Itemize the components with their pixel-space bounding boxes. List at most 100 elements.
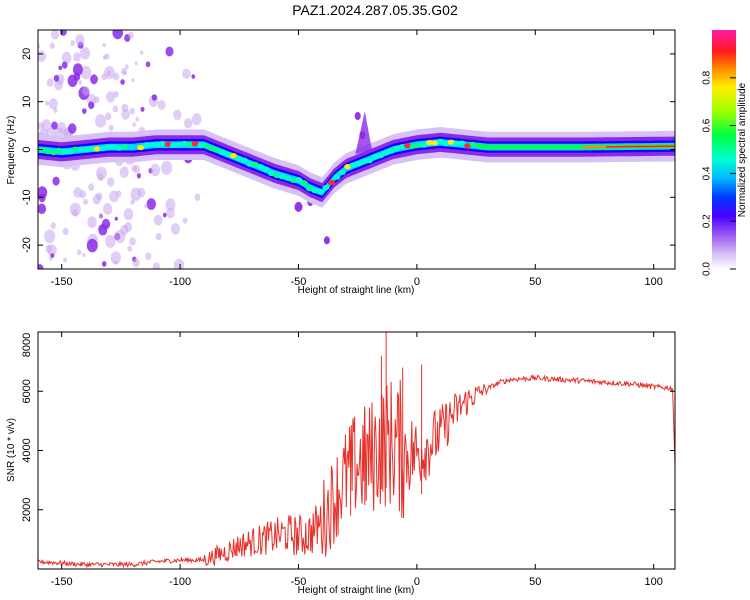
- spectrogram-core-blob: [251, 161, 259, 167]
- spectrogram-core-blob: [39, 147, 47, 153]
- spectrogram-x-tick-label: -100: [169, 276, 191, 288]
- spectrogram-core-blob: [202, 143, 210, 149]
- spectrogram-core-blob: [317, 188, 324, 195]
- spectrogram-core-blob: [442, 141, 450, 147]
- spectrogram-y-tick-label: 10: [21, 96, 33, 108]
- spectrogram-noise-blob: [82, 86, 90, 96]
- spectrogram-core-blob: [404, 143, 412, 149]
- spectrogram-noise-blob: [52, 176, 60, 186]
- colorbar-tick-label: 0.8: [702, 70, 713, 84]
- spectrogram-noise-blob: [58, 65, 63, 71]
- spectrogram-noise-blob: [131, 164, 137, 172]
- spectrogram-noise-blob: [109, 190, 119, 203]
- spectrogram-core-blob: [284, 175, 292, 181]
- spectrogram-core-blob: [186, 141, 194, 147]
- spectrogram-noise-blob: [182, 68, 191, 80]
- spectrogram-noise-blob: [103, 203, 113, 215]
- spectrogram-core-blob: [235, 155, 243, 161]
- snr-x-axis-label: Height of straight line (km): [298, 585, 415, 596]
- spectrogram-noise-blob: [162, 212, 167, 218]
- spectrogram-noise-blob: [123, 208, 134, 221]
- spectrogram-noise-blob: [76, 249, 82, 256]
- figure-title: PAZ1.2024.287.05.35.G02: [292, 2, 458, 18]
- spectrogram-noise-blob: [95, 114, 107, 128]
- spectrogram-core-blob: [93, 146, 101, 152]
- spectrogram-noise-blob: [88, 101, 95, 110]
- spectrogram-noise-blob: [38, 193, 46, 203]
- spectrogram-noise-blob: [114, 216, 118, 221]
- spectrogram-noise-blob: [38, 264, 44, 269]
- spectrogram-noise-blob: [60, 30, 67, 36]
- spectrogram-noise-blob: [173, 109, 182, 121]
- spectrogram-core-blob: [409, 143, 417, 149]
- colorbar-bar: [712, 30, 736, 269]
- spectrogram-noise-blob: [70, 40, 76, 47]
- spectrogram-core-blob: [376, 153, 384, 159]
- spectrogram-core-blob: [425, 140, 433, 146]
- spectrogram-noise-blob: [165, 198, 176, 211]
- spectrogram-core-blob: [387, 148, 395, 154]
- snr-y-tick-label: 4000: [21, 438, 33, 462]
- spectrogram-noise-blob: [131, 78, 135, 83]
- snr-line: [38, 374, 673, 569]
- colorbar-tick-label: 0.6: [702, 118, 713, 132]
- snr-y-tick-label: 8000: [21, 333, 33, 357]
- snr-x-tick-label: 0: [414, 576, 420, 588]
- spectrogram-core-blob: [115, 145, 123, 151]
- spectrogram-core-blob: [349, 162, 357, 168]
- spectrogram-noise-blob: [80, 46, 91, 60]
- spectrogram-core: [39, 138, 477, 195]
- spectrogram-noise-blob: [101, 218, 111, 230]
- spectrogram-core-blob: [170, 142, 177, 148]
- spectrogram-noise-blob: [63, 257, 68, 263]
- spectrogram-band-red: [606, 145, 675, 148]
- spectrogram-noise-blob: [68, 123, 77, 134]
- spectrogram-noise-blob: [72, 209, 79, 217]
- spectrogram-core-blob: [224, 152, 232, 158]
- spectrogram-noise-blob: [110, 251, 122, 265]
- spectrogram-noise-blob: [194, 193, 201, 201]
- spectrogram-noise-blob: [46, 78, 54, 87]
- snr-y-tick-label: 2000: [21, 498, 33, 522]
- spectrogram-noise-blob: [102, 42, 106, 48]
- spectrogram-core-blob: [371, 154, 379, 160]
- spectrogram-noise-blob: [45, 100, 50, 106]
- spectrogram-x-tick-label: 50: [529, 276, 541, 288]
- spectrogram-core-blob: [229, 153, 237, 159]
- spectrogram-noise-blob: [166, 207, 175, 219]
- spectrogram-noise-blob: [50, 222, 56, 230]
- spectrogram-core-blob: [344, 164, 352, 170]
- spectrogram-noise-blob: [45, 244, 53, 253]
- spectrogram-noise-blob: [145, 252, 152, 261]
- spectrogram-core-blob: [159, 141, 167, 147]
- spectrogram-noise-blob: [38, 50, 47, 62]
- spectrogram-core-blob: [137, 144, 145, 151]
- spectrogram-noise-blob: [78, 80, 83, 85]
- spectrogram-noise-blob: [144, 203, 148, 209]
- spectrogram-noise-blob: [184, 118, 193, 129]
- spectrogram-noise-blob: [80, 65, 92, 80]
- spectrogram-band-cyan: [38, 139, 675, 196]
- spectrogram-core-blob: [273, 172, 281, 178]
- spectrogram-noise-blob: [82, 108, 87, 114]
- spectrogram-noise-blob: [354, 112, 361, 120]
- spectrogram-core-blob: [142, 142, 150, 148]
- spectrogram-noise-blob: [104, 66, 115, 80]
- spectrogram-y-tick-label: -10: [21, 189, 33, 205]
- spectrogram-noise-blob: [105, 234, 116, 248]
- spectrogram-core-blob: [61, 148, 68, 154]
- spectrogram-marks: [38, 30, 675, 269]
- spectrogram-noise-blob: [191, 74, 196, 79]
- spectrogram-noise-blob: [135, 117, 140, 122]
- spectrogram-noise-blob: [41, 119, 52, 132]
- spectrogram-core-blob: [66, 149, 74, 155]
- spectrogram-core-blob: [360, 158, 368, 165]
- spectrogram-noise-blob: [83, 198, 88, 205]
- spectrogram-noise-blob: [61, 61, 68, 69]
- spectrogram-noise-blob: [153, 214, 163, 226]
- spectrogram-noise-blob: [150, 163, 161, 177]
- spectrogram-core-blob: [120, 144, 128, 150]
- spectrogram-x-ticks: -150 -100 -50 0 50 100: [51, 30, 663, 288]
- spectrogram-noise-blob: [123, 70, 127, 76]
